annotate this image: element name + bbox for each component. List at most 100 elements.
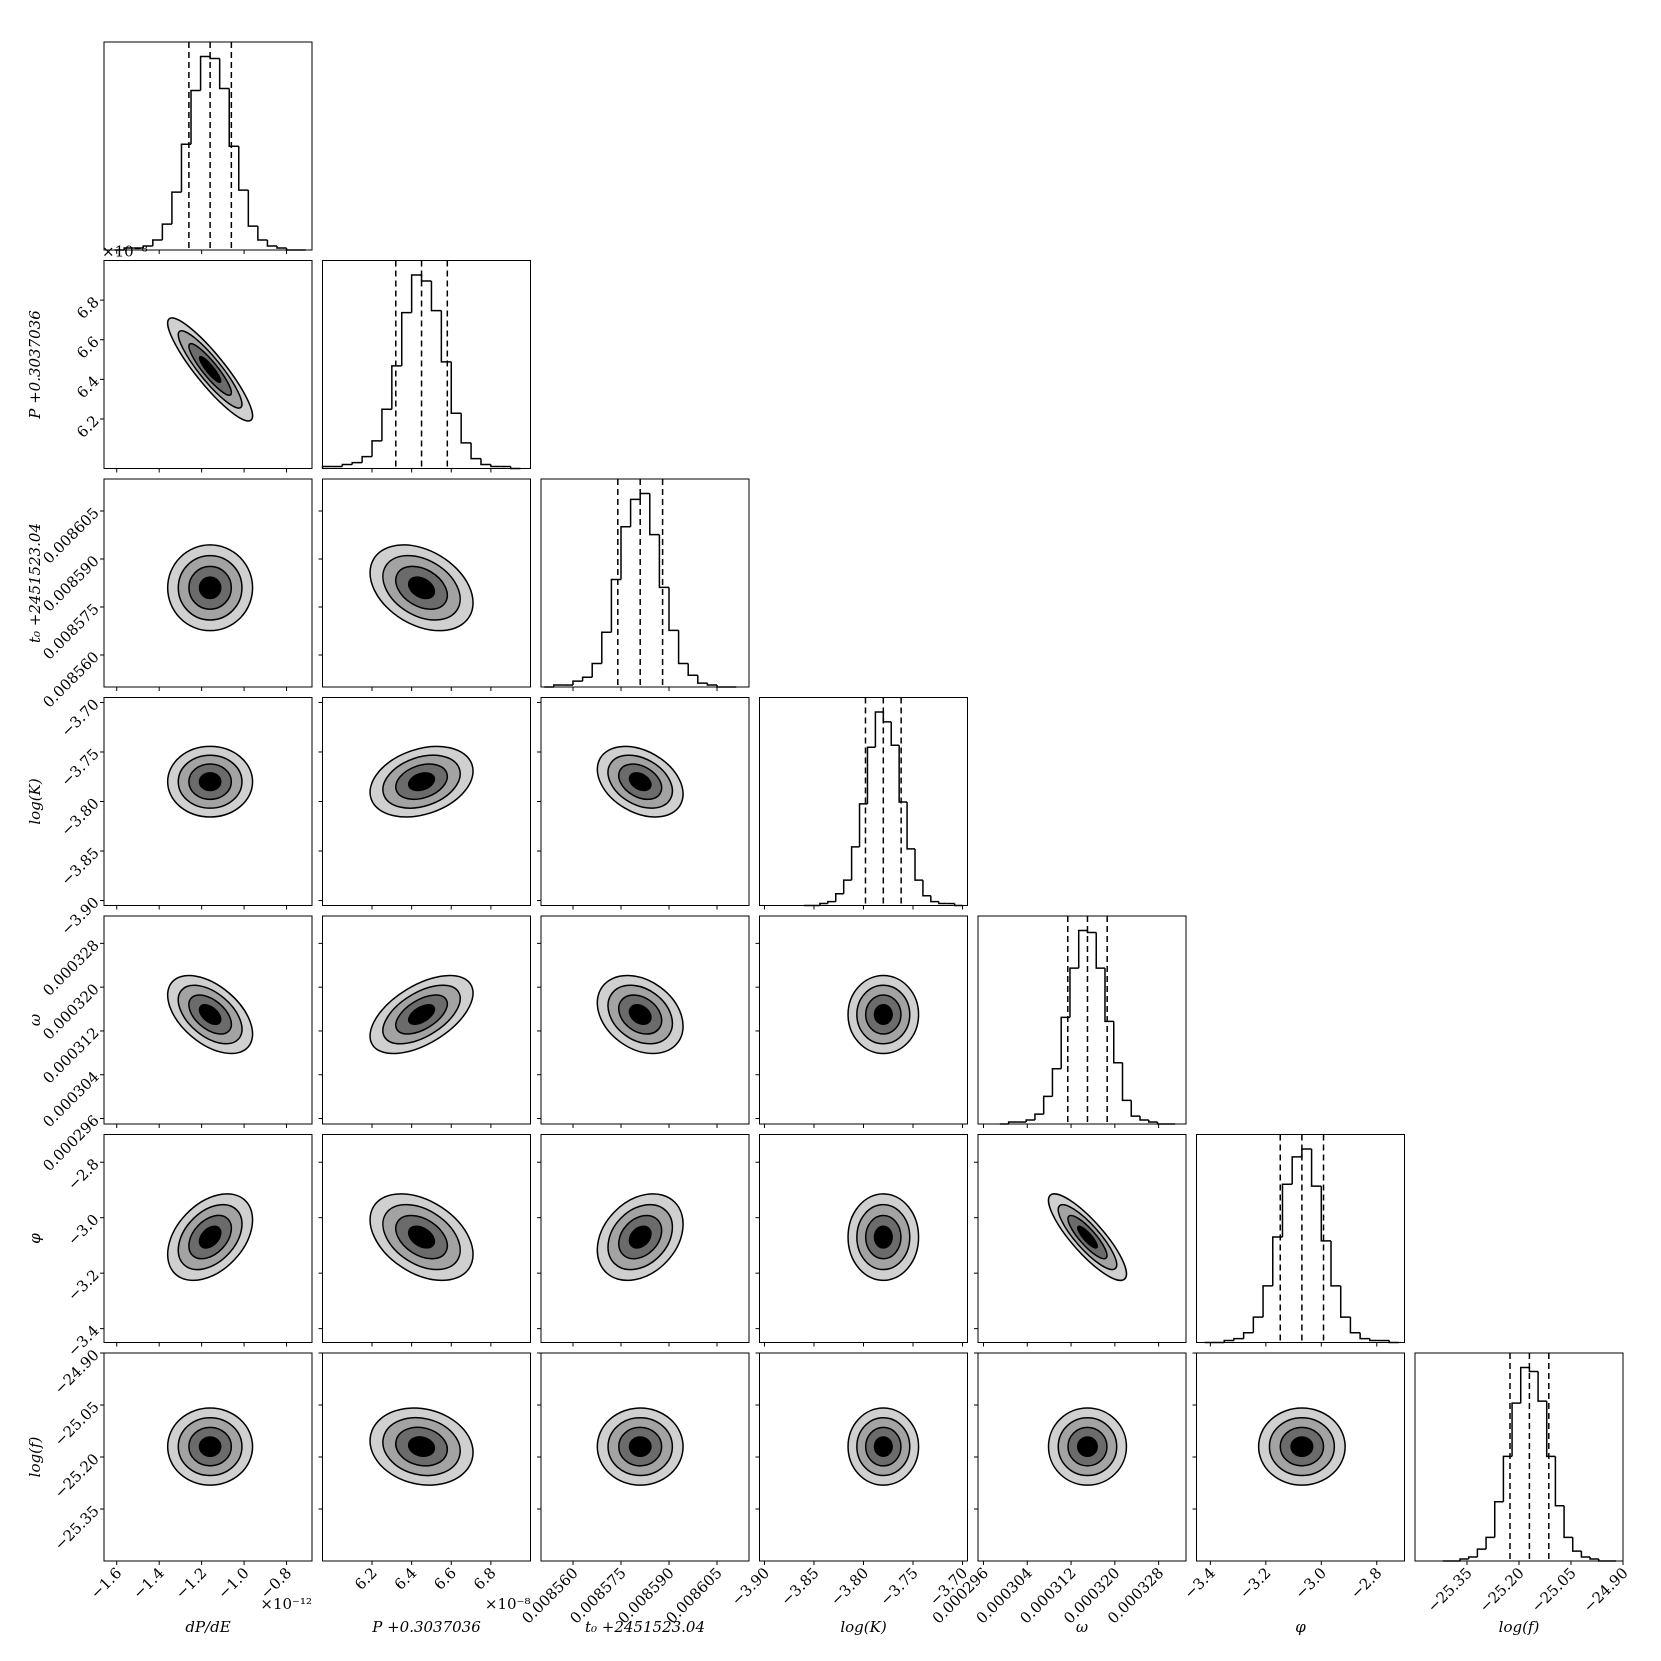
hist-step	[351, 461, 363, 465]
y-tick-label: −3.75	[57, 745, 102, 790]
hist-step	[874, 711, 884, 748]
hist-step	[440, 310, 452, 363]
hist-step	[266, 240, 277, 247]
hist-step	[420, 275, 432, 282]
hist-step	[171, 191, 182, 225]
y-tick-label: −25.05	[51, 1398, 103, 1450]
hist-step	[1310, 1149, 1322, 1187]
hist-step	[430, 280, 442, 312]
hist-step	[842, 879, 852, 894]
hist-step	[1528, 1367, 1539, 1373]
panel-frame	[759, 1134, 968, 1343]
hist-step	[247, 190, 258, 227]
x-axis-label: log(K)	[840, 1618, 886, 1636]
x-tick-label: −3.2	[1236, 1564, 1274, 1602]
contour	[198, 1436, 222, 1457]
hist-step	[649, 493, 660, 536]
contour	[873, 1004, 893, 1026]
hist-step	[1502, 1455, 1513, 1502]
y-axis-label: ω	[26, 1014, 44, 1026]
x-axis-label: P +0.3037036	[371, 1618, 481, 1636]
hist-step	[1291, 1156, 1302, 1185]
panel-frame	[540, 1134, 750, 1343]
hist-step	[1320, 1186, 1332, 1242]
hist-step	[276, 246, 287, 249]
hist-step	[1233, 1337, 1244, 1341]
hist-step	[1281, 1183, 1293, 1237]
panel-frame	[322, 478, 531, 688]
hist-step	[1459, 1558, 1469, 1561]
hist-step	[1077, 929, 1088, 969]
hist-step	[850, 846, 860, 881]
hist-step	[1069, 967, 1079, 1018]
hist-step	[381, 408, 392, 441]
y-axis-label: log(f)	[26, 1437, 44, 1478]
hist-step	[218, 58, 230, 90]
hist-step	[400, 311, 412, 366]
x-tick-label: −3.0	[1291, 1564, 1329, 1602]
hist-step	[228, 88, 239, 148]
panel-frame	[322, 915, 531, 1125]
hist-step	[470, 442, 481, 460]
y-tick-label: −3.2	[64, 1266, 102, 1304]
hist-step	[1060, 1016, 1070, 1069]
x-tick-label: 6.4	[391, 1564, 421, 1594]
hist-step	[1511, 1402, 1521, 1457]
hist-step	[601, 631, 612, 664]
y-tick-label: 6.6	[73, 333, 103, 363]
hist-step	[1086, 930, 1097, 934]
hist-step	[238, 146, 249, 191]
hist-step	[1359, 1332, 1370, 1340]
hist-step	[341, 463, 353, 467]
panel-frame	[1196, 1134, 1405, 1343]
hist-step	[835, 893, 844, 902]
hist-step	[906, 801, 916, 850]
hist-step	[1113, 1021, 1123, 1064]
panel-frame	[322, 697, 531, 906]
x-tick-label: −1.0	[214, 1564, 252, 1602]
panel-frame	[322, 1352, 531, 1562]
hist-step	[460, 413, 472, 444]
x-tick-label: −25.05	[1528, 1564, 1580, 1616]
hist-step	[1034, 1113, 1044, 1121]
hist-step	[882, 712, 892, 723]
hist-step	[1330, 1240, 1341, 1287]
panel-frame	[540, 915, 750, 1125]
panel-frame	[977, 1134, 1187, 1343]
hist-step	[658, 534, 669, 589]
contour	[628, 1225, 652, 1249]
panel-frame	[540, 1352, 750, 1562]
hist-step	[123, 247, 134, 250]
hist-step	[1554, 1456, 1565, 1507]
contour	[1076, 1225, 1098, 1249]
x-axis-label: dP/dE	[185, 1618, 230, 1636]
panel-frame	[759, 697, 968, 906]
hist-step	[1485, 1536, 1495, 1550]
hist-step	[361, 455, 373, 463]
x-tick-label: −1.2	[172, 1564, 210, 1602]
y-tick-label: −3.70	[57, 695, 102, 740]
hist-step	[629, 498, 641, 527]
hist-step	[914, 848, 923, 881]
panel-frame	[103, 697, 313, 906]
hist-step	[410, 274, 422, 313]
hist-step	[480, 458, 491, 466]
hist-step	[161, 223, 172, 241]
x-tick-label: −24.90	[1580, 1564, 1632, 1616]
hist-step	[610, 578, 621, 633]
x-offset-text: ×10⁻¹²	[260, 1595, 312, 1613]
hist-step	[1589, 1557, 1599, 1560]
panel-frame	[977, 1352, 1187, 1562]
panel-frame	[540, 478, 750, 688]
hist-step	[1545, 1401, 1556, 1458]
y-tick-label: 6.2	[73, 412, 103, 442]
x-tick-label: 6.6	[430, 1564, 460, 1594]
x-tick-label: 6.8	[470, 1564, 500, 1594]
hist-step	[199, 55, 211, 91]
hist-step	[858, 803, 868, 847]
contour	[873, 1225, 893, 1249]
x-axis-label: log(f)	[1499, 1618, 1540, 1636]
hist-step	[1580, 1551, 1591, 1558]
hist-step	[1537, 1371, 1547, 1402]
hist-step	[190, 89, 201, 145]
